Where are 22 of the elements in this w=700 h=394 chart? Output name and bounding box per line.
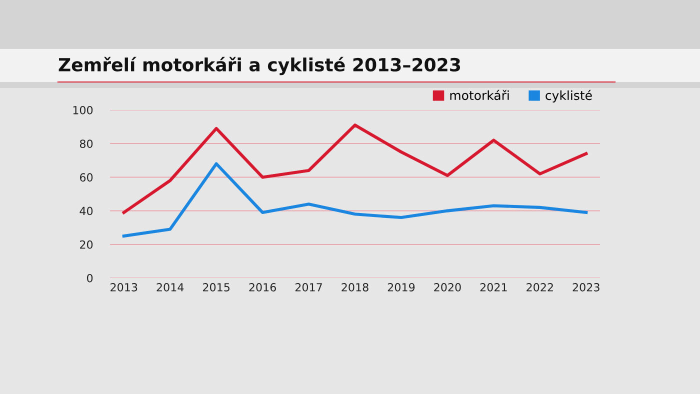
x-tick-label: 2017	[295, 283, 322, 292]
line-series	[122, 162, 588, 238]
legend-label: motorkáři	[450, 90, 509, 100]
x-tick-label: 2023	[572, 283, 600, 292]
x-tick-label: 2019	[388, 283, 415, 292]
y-tick-label: 20	[80, 240, 93, 249]
x-tick-label: 2013	[110, 283, 138, 292]
y-tick-label: 80	[80, 140, 93, 148]
x-tick-label: 2022	[526, 283, 553, 292]
y-tick-label: 100	[73, 106, 93, 114]
x-tick-label: 2020	[434, 283, 461, 292]
x-tick-label: 2015	[202, 283, 230, 292]
line-series	[122, 124, 588, 214]
x-tick-label: 2021	[480, 283, 507, 292]
x-tick-label: 2016	[249, 283, 276, 292]
y-tick-label: 40	[80, 206, 93, 216]
chart-title: Zemřelí motorkáři a cyklisté 2013–2023	[58, 56, 460, 76]
x-tick-label: 2018	[342, 283, 368, 292]
y-tick-label: 60	[80, 173, 93, 182]
legend-label: cyklisté	[546, 90, 592, 102]
y-tick-label: 0	[86, 274, 93, 282]
x-tick-label: 2014	[156, 283, 184, 292]
